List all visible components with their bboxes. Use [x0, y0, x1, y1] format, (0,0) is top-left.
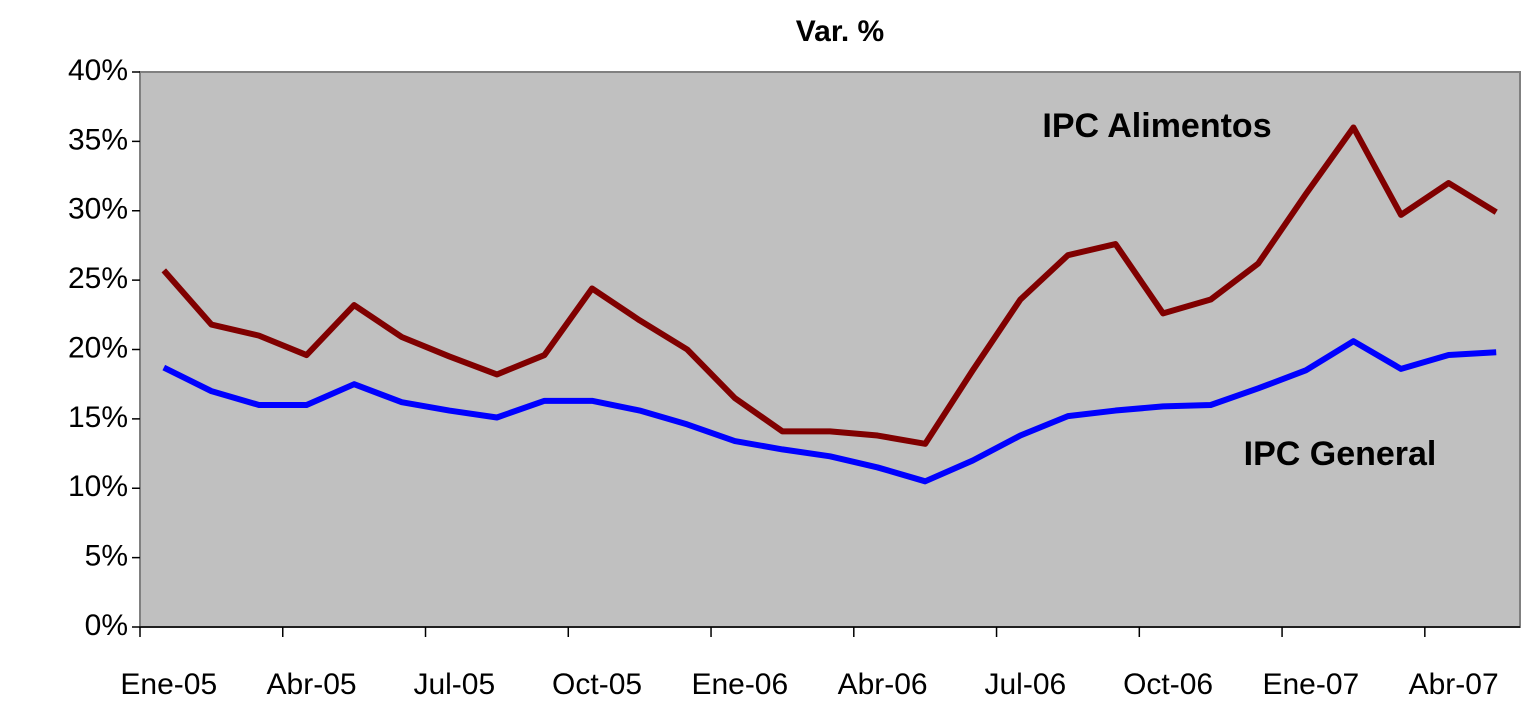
- chart-title: Var. %: [796, 15, 884, 48]
- x-tick-label: Jul-06: [984, 668, 1066, 701]
- y-tick-label: 15%: [68, 401, 128, 434]
- series-label: IPC General: [1244, 435, 1437, 473]
- series-label: IPC Alimentos: [1042, 107, 1271, 145]
- y-tick-label: 25%: [68, 262, 128, 295]
- x-tick-label: Ene-06: [691, 668, 788, 701]
- y-tick-label: 0%: [85, 609, 128, 642]
- x-tick-label: Abr-05: [267, 668, 357, 701]
- series-line: [161, 124, 1498, 447]
- x-tick-label: Oct-05: [552, 668, 642, 701]
- y-tick-label: 30%: [68, 193, 128, 226]
- x-tick-label: Ene-05: [120, 668, 217, 701]
- x-tick-label: Jul-05: [413, 668, 495, 701]
- x-tick-label: Abr-07: [1409, 668, 1499, 701]
- x-tick-label: Ene-07: [1262, 668, 1359, 701]
- x-tick-label: Oct-06: [1123, 668, 1213, 701]
- y-tick-label: 40%: [68, 54, 128, 87]
- x-tick-label: Abr-06: [838, 668, 928, 701]
- series-line: [162, 338, 1497, 485]
- y-tick-label: 10%: [68, 470, 128, 503]
- y-tick-label: 35%: [68, 123, 128, 156]
- y-tick-label: 5%: [85, 540, 128, 573]
- y-tick-label: 20%: [68, 331, 128, 364]
- plot-area: [139, 71, 1521, 628]
